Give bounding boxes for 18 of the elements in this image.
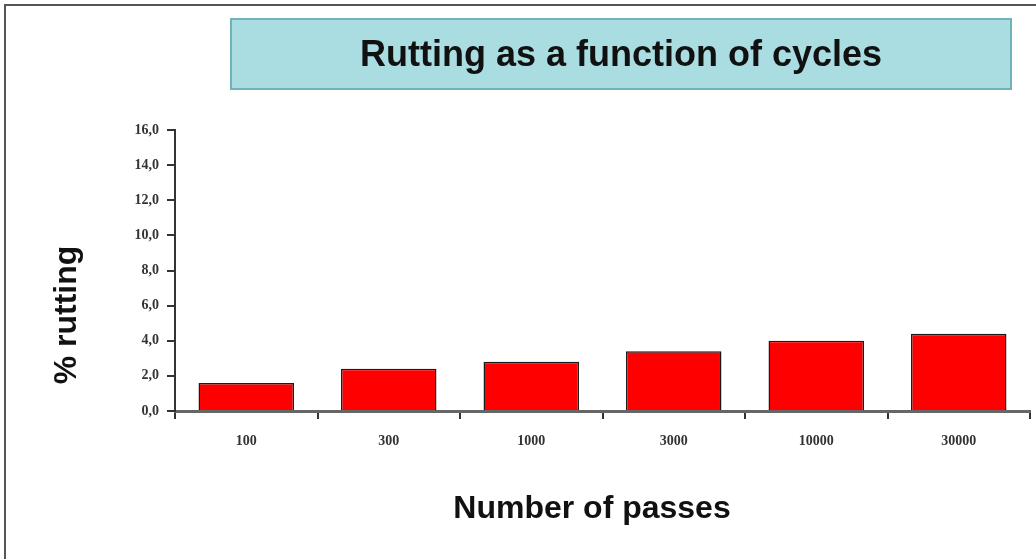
y-tick-label: 14,0 — [134, 156, 159, 172]
y-tick-label: 6,0 — [141, 297, 159, 313]
x-tick-label: 1000 — [517, 433, 546, 449]
x-tick-label: 10000 — [798, 433, 834, 449]
y-axis-title: % rutting — [46, 245, 84, 385]
y-tick-label: 0,0 — [141, 402, 159, 418]
chart-title: Rutting as a function of cycles — [359, 33, 883, 75]
y-tick-label: 16,0 — [134, 121, 159, 137]
x-axis-title: Number of passes — [453, 488, 731, 526]
x-tick-label: 3000 — [659, 433, 688, 449]
x-tick-label: 300 — [378, 433, 400, 449]
y-tick-label: 12,0 — [134, 191, 159, 207]
y-tick-label: 4,0 — [141, 332, 159, 348]
y-tick-label: 2,0 — [141, 367, 159, 383]
y-tick-label: 8,0 — [141, 262, 159, 278]
x-tick-label: 30000 — [941, 433, 977, 449]
y-tick-label: 10,0 — [134, 226, 159, 242]
x-tick-label: 100 — [235, 433, 257, 449]
